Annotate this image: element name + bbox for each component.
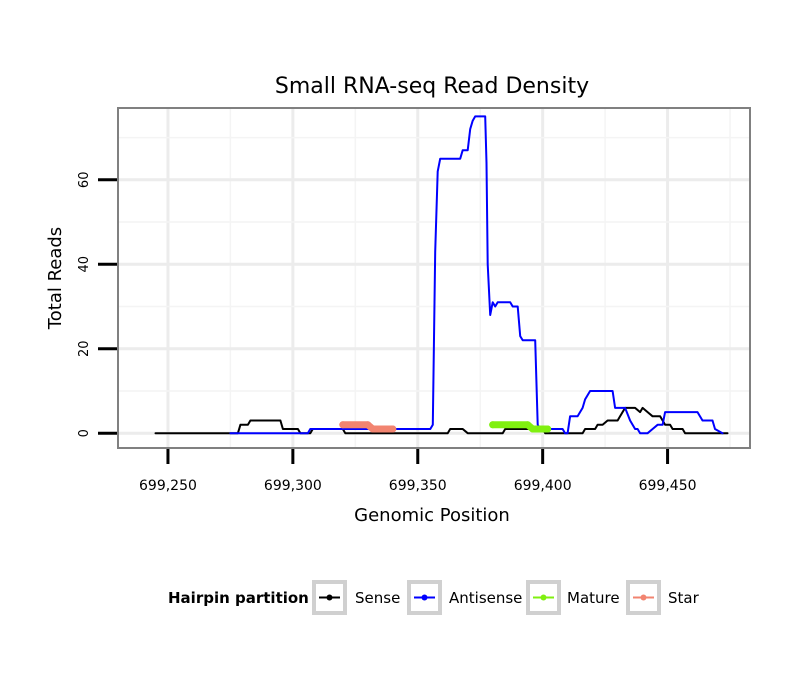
legend-title: Hairpin partition bbox=[168, 589, 309, 607]
y-tick-label: 40 bbox=[77, 256, 92, 273]
legend-key-star bbox=[626, 580, 661, 615]
series-point-star bbox=[389, 425, 397, 433]
x-tick-label: 699,400 bbox=[514, 478, 572, 494]
y-tick-label: 0 bbox=[77, 429, 92, 437]
legend-label-antisense: Antisense bbox=[449, 589, 522, 607]
grid-lines bbox=[119, 109, 749, 447]
series-point-star bbox=[339, 421, 347, 429]
chart-title: Small RNA-seq Read Density bbox=[275, 74, 589, 99]
y-tick-label: 20 bbox=[77, 340, 92, 357]
y-tick-label: 60 bbox=[77, 172, 92, 189]
x-axis-title: Genomic Position bbox=[354, 505, 510, 526]
legend-label-star: Star bbox=[668, 589, 700, 607]
series-point-mature bbox=[529, 425, 537, 433]
series-line-antisense bbox=[229, 115, 724, 435]
y-axis-title: Total Reads bbox=[45, 227, 66, 330]
x-axis: 699,250 699,300 699,350 699,400 699,450 bbox=[139, 449, 697, 494]
series-lines bbox=[154, 115, 729, 435]
x-tick-label: 699,450 bbox=[639, 478, 697, 494]
series-point-star bbox=[364, 421, 372, 429]
legend-key-dot bbox=[326, 594, 333, 601]
series-point-star bbox=[369, 425, 377, 433]
x-tick-label: 699,350 bbox=[389, 478, 447, 494]
series-point-mature bbox=[489, 421, 497, 429]
legend-key-dot bbox=[540, 594, 547, 601]
legend-key-dot bbox=[421, 594, 428, 601]
x-tick-label: 699,300 bbox=[264, 478, 322, 494]
series-point-mature bbox=[544, 425, 552, 433]
legend-key-sense bbox=[312, 580, 347, 615]
series-point-mature bbox=[524, 421, 532, 429]
legend-key-mature bbox=[526, 580, 561, 615]
legend: Hairpin partition Sense Antisense Mature St… bbox=[168, 580, 700, 615]
legend-key-antisense bbox=[407, 580, 442, 615]
legend-label-sense: Sense bbox=[355, 589, 400, 607]
y-axis: 0 20 40 60 bbox=[77, 172, 117, 437]
legend-label-mature: Mature bbox=[567, 589, 620, 607]
x-tick-label: 699,250 bbox=[139, 478, 197, 494]
legend-key-dot bbox=[640, 594, 647, 601]
